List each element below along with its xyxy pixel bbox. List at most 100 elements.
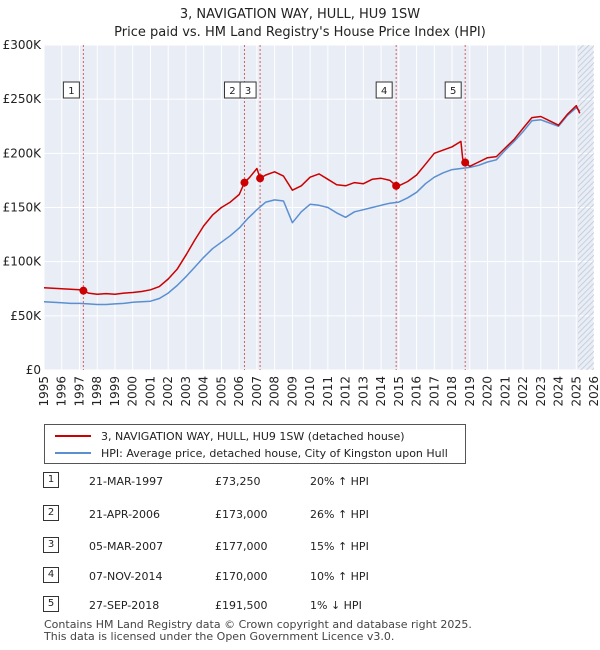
transaction-hpi: 15% ↑ HPI: [310, 540, 369, 553]
hpi-series-line: [43, 107, 581, 306]
x-tick-label: 1999: [108, 376, 122, 407]
transaction-price: £173,000: [215, 508, 268, 521]
x-tick-label: 2017: [427, 376, 441, 407]
x-tick-label: 2005: [214, 376, 228, 407]
legend-swatch-property: [55, 435, 91, 437]
forecast-region: [578, 45, 594, 370]
transaction-hpi: 1% ↓ HPI: [310, 599, 362, 612]
x-tick-label: 2001: [143, 376, 157, 407]
x-tick-label: 2012: [339, 376, 353, 407]
event-box-label: 1: [68, 86, 74, 97]
transaction-price: £177,000: [215, 540, 268, 553]
transaction-number: 2: [43, 505, 59, 521]
legend-item-property: 3, NAVIGATION WAY, HULL, HU9 1SW (detach…: [55, 428, 405, 444]
x-tick-label: 2004: [197, 376, 211, 407]
sale-marker: [79, 286, 88, 295]
transaction-price: £191,500: [215, 599, 268, 612]
x-tick-label: 2014: [374, 376, 388, 407]
chart-title: 3, NAVIGATION WAY, HULL, HU9 1SW: [180, 7, 420, 22]
sale-markers: [79, 158, 470, 295]
transaction-hpi: 26% ↑ HPI: [310, 508, 369, 521]
event-box: [444, 81, 462, 99]
sale-marker: [256, 174, 265, 183]
legend-label-hpi: HPI: Average price, detached house, City…: [101, 446, 448, 460]
x-tick-label: 2013: [356, 376, 370, 407]
x-tick-label: 2020: [481, 376, 495, 407]
transaction-date: 05-MAR-2007: [89, 540, 164, 553]
chart-subtitle: Price paid vs. HM Land Registry's House …: [114, 25, 486, 40]
sale-marker: [240, 178, 249, 187]
transaction-date: 21-MAR-1997: [89, 475, 164, 488]
transaction-date: 27-SEP-2018: [89, 599, 160, 612]
transaction-number: 3: [43, 537, 59, 553]
y-tick-label: £50K: [10, 309, 42, 323]
transaction-date: 21-APR-2006: [89, 508, 161, 521]
y-tick-label: £200K: [3, 146, 43, 160]
x-tick-label: 1995: [37, 376, 51, 407]
sale-marker: [392, 181, 401, 190]
property-series-line: [43, 104, 581, 295]
x-tick-label: 2010: [303, 376, 317, 407]
x-tick-label: 2009: [285, 376, 299, 407]
table-row: 1 21-MAR-1997 £73,250 20% ↑ HPI: [43, 472, 463, 492]
x-tick-label: 2011: [321, 376, 335, 407]
x-tick-label: 2018: [445, 376, 459, 407]
table-row: 3 05-MAR-2007 £177,000 15% ↑ HPI: [43, 537, 463, 557]
transaction-number: 5: [43, 596, 59, 612]
transaction-price: £170,000: [215, 570, 268, 583]
x-tick-label: 2003: [179, 376, 193, 407]
price-series: [43, 104, 581, 306]
x-tick-label: 2002: [161, 376, 175, 407]
legend: 3, NAVIGATION WAY, HULL, HU9 1SW (detach…: [44, 424, 466, 464]
legend-label-property: 3, NAVIGATION WAY, HULL, HU9 1SW (detach…: [101, 429, 405, 443]
x-axis-ticks: 1995 1996 1997 1998 1999 2000 2001 2002 2003 2004…: [37, 376, 600, 407]
event-box-label: 5: [450, 86, 456, 97]
event-box-label: 2: [229, 86, 235, 97]
x-tick-label: 2015: [392, 376, 406, 407]
y-tick-label: £100K: [3, 255, 43, 269]
event-box: [239, 81, 257, 99]
grid-lines: [43, 44, 595, 371]
footer-copyright: Contains HM Land Registry data © Crown c…: [44, 618, 472, 631]
x-tick-label: 2025: [569, 376, 583, 407]
legend-swatch-hpi: [55, 452, 91, 454]
table-row: 5 27-SEP-2018 £191,500 1% ↓ HPI: [43, 596, 463, 616]
x-tick-label: 2006: [232, 376, 246, 407]
x-tick-label: 1997: [72, 376, 86, 407]
x-tick-label: 2026: [587, 376, 600, 407]
x-tick-label: 2023: [534, 376, 548, 407]
table-row: 4 07-NOV-2014 £170,000 10% ↑ HPI: [43, 567, 463, 587]
x-tick-label: 2000: [126, 376, 140, 407]
transaction-date: 07-NOV-2014: [89, 570, 163, 583]
y-tick-label: £150K: [3, 201, 43, 215]
event-box-label: 3: [245, 86, 251, 97]
table-row: 2 21-APR-2006 £173,000 26% ↑ HPI: [43, 505, 463, 525]
transaction-price: £73,250: [215, 475, 261, 488]
x-tick-label: 2008: [268, 376, 282, 407]
forecast-hatch: [578, 45, 594, 370]
x-tick-label: 2007: [250, 376, 264, 407]
transaction-number: 1: [43, 472, 59, 488]
x-tick-label: 2016: [410, 376, 424, 407]
sale-marker: [461, 158, 470, 167]
footer-license: This data is licensed under the Open Gov…: [44, 630, 395, 643]
transaction-number: 4: [43, 567, 59, 583]
transaction-hpi: 20% ↑ HPI: [310, 475, 369, 488]
legend-item-hpi: HPI: Average price, detached house, City…: [55, 445, 448, 461]
event-box: [375, 81, 393, 99]
x-tick-label: 1998: [90, 376, 104, 407]
y-tick-label: £250K: [3, 92, 43, 106]
event-box: [62, 81, 80, 99]
y-axis-ticks: £0 £50K £100K £150K £200K £250K £300K: [3, 38, 43, 377]
event-box-label: 4: [381, 86, 387, 97]
transaction-hpi: 10% ↑ HPI: [310, 570, 369, 583]
x-tick-label: 1996: [55, 376, 69, 407]
x-tick-label: 2022: [516, 376, 530, 407]
footer: Contains HM Land Registry data © Crown c…: [44, 619, 472, 643]
x-tick-label: 2024: [552, 376, 566, 407]
y-tick-label: £300K: [3, 38, 43, 52]
y-tick-label: £0: [26, 363, 41, 377]
x-tick-label: 2019: [463, 376, 477, 407]
price-chart: 3, NAVIGATION WAY, HULL, HU9 1SW Price p…: [3, 7, 600, 407]
